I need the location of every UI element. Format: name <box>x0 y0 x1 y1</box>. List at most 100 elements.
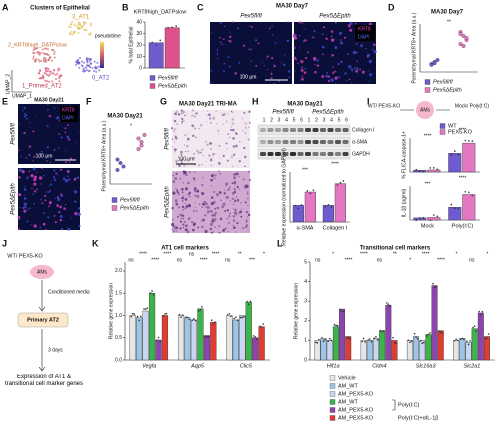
dot <box>392 336 394 339</box>
speck <box>340 60 343 63</box>
cell-point <box>79 57 82 60</box>
speck <box>28 170 31 173</box>
y-axis-label: Parenchymal KRT8+ Area (a.u.) <box>411 12 417 83</box>
speck <box>288 76 291 79</box>
dot <box>339 181 342 184</box>
speck <box>75 143 77 145</box>
speck <box>209 117 212 120</box>
bar <box>203 335 210 361</box>
speck <box>278 80 280 82</box>
speck <box>226 113 229 115</box>
cell-point <box>38 77 41 80</box>
speck <box>210 164 212 167</box>
band <box>290 140 296 144</box>
y-axis-label: Relative gene expression <box>293 283 299 339</box>
speck <box>68 161 71 163</box>
y-tick-label: 0.5 <box>115 335 122 341</box>
speck <box>222 154 225 158</box>
lane-label: 4 <box>285 117 288 123</box>
speck <box>312 36 315 39</box>
speck <box>201 192 205 196</box>
lane-label: 2 <box>315 117 318 123</box>
speck <box>352 50 357 55</box>
cell-point <box>48 80 51 83</box>
y-axis-label: % FLICA-caspase-1+ <box>401 131 407 179</box>
y-axis-label: Relative gene expression <box>108 283 114 339</box>
speck <box>59 218 63 222</box>
speck <box>304 56 308 60</box>
dot <box>375 335 377 338</box>
dot <box>416 337 419 340</box>
cell-point <box>75 24 78 27</box>
speck <box>313 30 316 33</box>
cell-point <box>71 20 74 23</box>
bar <box>326 340 333 361</box>
speck <box>234 198 236 201</box>
dot <box>136 136 141 141</box>
dot <box>188 318 190 321</box>
speck <box>212 117 216 120</box>
speck <box>368 80 371 82</box>
arrow <box>38 280 46 312</box>
speck <box>224 189 226 191</box>
speck <box>184 206 187 210</box>
bar <box>148 42 164 69</box>
speck <box>68 138 71 141</box>
speck <box>28 207 31 210</box>
cell-point <box>47 53 50 56</box>
band <box>320 140 326 144</box>
speck <box>348 65 352 69</box>
speck <box>25 156 27 159</box>
significance: ns <box>225 257 231 263</box>
speck <box>18 218 21 221</box>
panel-letter: G <box>160 96 167 106</box>
dot <box>322 340 325 343</box>
cell-point <box>86 60 89 63</box>
dot <box>136 315 139 318</box>
speck <box>222 70 225 73</box>
stain-box <box>355 25 375 41</box>
dot <box>315 341 317 344</box>
speck <box>237 174 239 176</box>
dot <box>300 204 303 206</box>
dot <box>461 34 466 38</box>
cell-point <box>77 21 80 24</box>
dot <box>159 340 161 343</box>
speck <box>209 222 213 226</box>
speck <box>206 205 210 209</box>
speck <box>210 231 213 234</box>
speck <box>23 197 27 200</box>
cell-label: WT/ PEX5-KO <box>368 103 400 109</box>
lane-label: 6 <box>300 117 303 123</box>
speck <box>29 122 31 124</box>
speck <box>200 220 203 222</box>
dot <box>149 292 152 294</box>
speck <box>241 73 244 75</box>
speck <box>372 48 374 51</box>
legend-swatch <box>329 415 336 421</box>
dot <box>252 335 255 337</box>
speck <box>243 111 246 114</box>
speck <box>369 73 373 77</box>
dot <box>457 153 460 156</box>
dot <box>478 310 481 313</box>
cell-point <box>33 51 36 54</box>
speck <box>39 226 42 229</box>
dot <box>157 336 160 339</box>
speck <box>185 170 187 172</box>
cluster-label: 1_Primed_AT2 <box>22 84 62 90</box>
speck <box>186 144 189 148</box>
speck <box>242 178 245 181</box>
speck <box>242 227 245 230</box>
speck <box>18 149 20 152</box>
dot <box>297 207 300 210</box>
speck <box>31 187 33 190</box>
cell-point <box>34 59 37 62</box>
dot <box>450 153 453 156</box>
significance: ns <box>189 251 195 257</box>
speck <box>181 196 184 200</box>
bar <box>148 292 156 361</box>
cell-point <box>47 58 50 61</box>
speck <box>238 211 241 214</box>
speck <box>230 155 234 159</box>
